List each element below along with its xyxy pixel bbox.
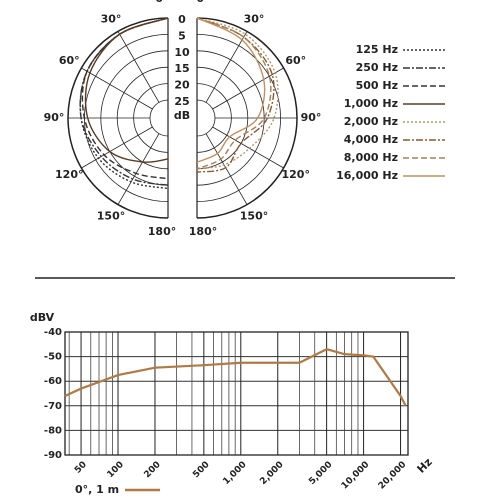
angle-label: 180° bbox=[148, 225, 176, 238]
x-tick-label: 100 bbox=[106, 460, 126, 480]
y-tick-label: -90 bbox=[44, 450, 62, 461]
x-tick-label: 500 bbox=[191, 460, 211, 480]
polar-spoke bbox=[117, 133, 160, 205]
polar-spoke bbox=[205, 133, 248, 205]
angle-label: 60° bbox=[285, 54, 306, 67]
x-axis-label: Hz bbox=[415, 456, 435, 476]
angle-label: 90° bbox=[301, 111, 322, 124]
polar-curve bbox=[79, 17, 169, 186]
legend-label: 2,000 Hz bbox=[344, 115, 398, 128]
r-axis-label: dB bbox=[174, 109, 190, 122]
legend-label: 1,000 Hz bbox=[344, 97, 398, 110]
polar-curve bbox=[196, 17, 275, 173]
r-tick-label: 0 bbox=[178, 13, 186, 26]
polar-curve bbox=[84, 17, 169, 163]
angle-label: 60° bbox=[59, 54, 80, 67]
x-tick-label: 200 bbox=[143, 460, 163, 480]
legend-label: 250 Hz bbox=[356, 61, 398, 74]
polar-curve bbox=[79, 17, 169, 190]
angle-label: 180° bbox=[189, 225, 217, 238]
legend-label: 16,000 Hz bbox=[336, 169, 398, 182]
legend-label: 0°, 1 m bbox=[75, 483, 119, 496]
r-tick-label: 20 bbox=[174, 79, 190, 92]
angle-label: 120° bbox=[55, 168, 83, 181]
angle-label: 120° bbox=[281, 168, 309, 181]
polar-ring bbox=[196, 99, 216, 137]
x-tick-label: 10,000 bbox=[340, 460, 372, 492]
angle-label: 30° bbox=[101, 12, 122, 25]
angle-label: 30° bbox=[244, 12, 265, 25]
legend-label: 4,000 Hz bbox=[344, 133, 398, 146]
polar-spoke bbox=[81, 126, 153, 169]
y-tick-label: -70 bbox=[44, 401, 62, 412]
polar-curve bbox=[81, 17, 169, 180]
angle-label: 0° bbox=[196, 0, 209, 5]
legend-label: 8,000 Hz bbox=[344, 151, 398, 164]
r-tick-label: 10 bbox=[174, 46, 190, 59]
polar-curve bbox=[196, 17, 266, 163]
polar-curve bbox=[196, 17, 272, 170]
plot-frame bbox=[64, 331, 409, 456]
polar-spoke bbox=[212, 67, 284, 110]
polar-spoke bbox=[81, 67, 153, 110]
polar-ring bbox=[149, 99, 169, 137]
legend-label: 500 Hz bbox=[356, 79, 398, 92]
y-axis-label: dBV bbox=[30, 311, 55, 324]
x-tick-label: 20,000 bbox=[377, 460, 409, 492]
y-tick-label: -60 bbox=[44, 376, 62, 387]
angle-label: 0° bbox=[155, 0, 168, 5]
response-line bbox=[64, 348, 407, 407]
angle-label: 90° bbox=[44, 111, 65, 124]
r-tick-label: 5 bbox=[178, 29, 186, 42]
r-tick-label: 15 bbox=[174, 62, 189, 75]
polar-spoke bbox=[205, 31, 248, 103]
y-tick-label: -40 bbox=[44, 327, 62, 338]
x-tick-label: 50 bbox=[73, 460, 89, 476]
angle-label: 150° bbox=[97, 210, 125, 223]
x-tick-label: 1,000 bbox=[221, 460, 248, 487]
angle-label: 150° bbox=[240, 210, 268, 223]
polar-curve bbox=[196, 17, 279, 170]
polar-spoke bbox=[117, 31, 160, 103]
x-tick-label: 2,000 bbox=[258, 460, 285, 487]
r-tick-label: 25 bbox=[174, 95, 189, 108]
y-tick-label: -50 bbox=[44, 352, 62, 363]
polar-spoke bbox=[212, 126, 284, 169]
x-tick-label: 5,000 bbox=[307, 460, 334, 487]
y-tick-label: -80 bbox=[44, 425, 62, 436]
legend-label: 125 Hz bbox=[356, 43, 398, 56]
